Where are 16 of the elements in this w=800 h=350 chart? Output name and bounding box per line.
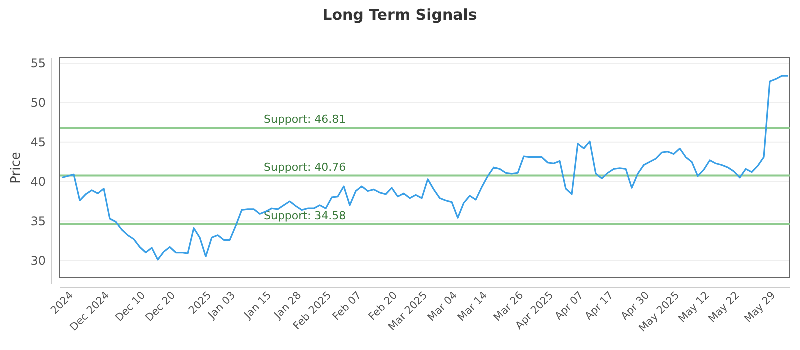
x-tick-label: Feb 07 <box>330 290 364 324</box>
x-tick-label: Jan 15 <box>242 290 274 322</box>
ref-line-label: Support: 40.76 <box>264 160 346 174</box>
y-tick-label: 30 <box>30 254 46 268</box>
y-tick-label: 50 <box>30 96 46 110</box>
x-tick-label: Mar 14 <box>456 289 490 324</box>
ref-line-label: Support: 34.58 <box>264 210 346 223</box>
chart-title: Long Term Signals <box>322 6 478 24</box>
line-series <box>61 75 789 261</box>
y-tick-label: 40 <box>30 175 46 189</box>
ref-line-label: Support: 46.81 <box>264 113 346 126</box>
y-tick-label: 55 <box>30 56 46 71</box>
y-axis-title: Price <box>9 152 24 184</box>
y-tick-label: 45 <box>30 136 46 150</box>
y-tick-label: 35 <box>30 214 46 228</box>
x-tick-label: Dec 20 <box>143 290 178 324</box>
